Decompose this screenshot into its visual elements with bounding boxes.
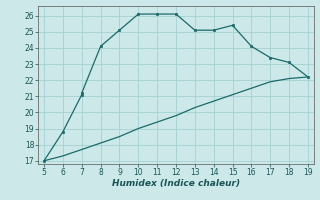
X-axis label: Humidex (Indice chaleur): Humidex (Indice chaleur) [112,179,240,188]
